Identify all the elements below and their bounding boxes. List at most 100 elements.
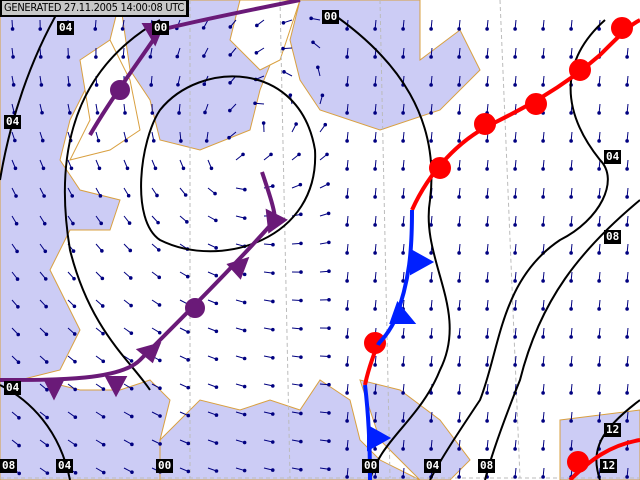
wind-arrow-head (541, 167, 545, 171)
wind-arrow-head (288, 93, 293, 97)
wind-arrow-head (569, 55, 573, 59)
wind-arrow-head (325, 152, 329, 157)
wind-arrow-head (373, 251, 377, 255)
warm-front (363, 17, 640, 480)
wind-arrow-head (123, 111, 127, 115)
wind-arrow-head (100, 304, 105, 308)
wind-arrow-head (541, 307, 545, 311)
wind-arrow-head (186, 413, 191, 418)
wind-arrow-head (541, 139, 545, 143)
wind-arrow-head (130, 414, 134, 419)
wind-arrow-head (299, 411, 303, 416)
wind-arrow-head (457, 195, 461, 199)
wind-arrow-head (457, 83, 461, 87)
wind-arrow-head (401, 447, 405, 451)
wind-arrow-head (158, 358, 162, 363)
wind-arrow-head (254, 51, 259, 55)
wind-arrow-head (299, 383, 303, 388)
wind-arrow-head (373, 27, 377, 31)
wind-arrow-head (45, 471, 50, 475)
wind-arrow-head (309, 16, 313, 21)
isobar-label: 00 (322, 10, 340, 24)
wind-arrow-head (128, 276, 133, 280)
wind-arrow-head (401, 363, 405, 367)
isobar-label: 08 (478, 459, 496, 473)
wind-arrow-head (597, 279, 601, 283)
wind-arrow-head (457, 167, 461, 171)
wind-arrow-head (373, 223, 377, 227)
wind-arrow-head (185, 220, 189, 224)
wind-arrow-head (129, 359, 134, 363)
wind-arrow-head (157, 303, 162, 307)
wind-arrow-head (14, 194, 18, 198)
wind-arrow-head (242, 412, 247, 417)
wind-arrow-head (625, 307, 629, 311)
wind-arrow-head (214, 301, 219, 306)
wind-arrow-head (158, 386, 162, 391)
wind-arrow-head (345, 391, 349, 395)
wind-arrow-head (597, 195, 601, 199)
wind-arrow-head (94, 83, 99, 87)
wind-arrow-head (299, 298, 303, 303)
wind-arrow-head (214, 246, 218, 250)
wind-arrow-head (270, 412, 275, 416)
wind-arrow-head (45, 387, 49, 392)
wind-arrow-head (185, 274, 190, 279)
wind-arrow-head (569, 363, 573, 367)
wind-arrow-head (401, 279, 405, 283)
wind-arrow-head (569, 335, 573, 339)
wind-arrow-head (373, 139, 377, 143)
wind-arrow-head (327, 326, 331, 330)
wind-arrow-head (299, 212, 303, 217)
wind-arrow-head (485, 391, 489, 395)
wind-arrow-head (485, 195, 489, 199)
wind-arrow-head (157, 330, 162, 335)
wind-arrow-head (597, 335, 601, 339)
mediterranean-sea (159, 379, 421, 480)
wind-arrow-head (429, 111, 433, 115)
wind-arrow-head (373, 55, 377, 59)
wind-arrow-head (541, 419, 545, 423)
wind-arrow-head (39, 83, 44, 87)
wind-arrow-head (15, 277, 20, 281)
isobar-label: 12 (604, 423, 622, 437)
wind-arrow-head (569, 27, 573, 31)
wind-arrow-head (70, 194, 75, 198)
wind-arrow-head (42, 194, 46, 198)
wind-arrow-head (214, 413, 219, 417)
wind-arrow-head (157, 275, 162, 280)
wind-arrow-head (625, 251, 629, 255)
wind-arrow-head (326, 182, 330, 186)
wind-arrow-head (297, 152, 301, 157)
wind-arrow-head (242, 272, 247, 277)
isobar-label: 04 (424, 459, 442, 473)
wind-arrow-head (513, 279, 517, 283)
wind-arrow-head (429, 363, 433, 367)
wind-arrow-head (73, 415, 78, 420)
wind-arrow-head (625, 55, 629, 59)
wind-arrow-head (44, 360, 49, 364)
wind-arrow-head (457, 363, 461, 367)
wind-arrow-head (11, 55, 15, 59)
isobar-label: 04 (4, 381, 22, 395)
wind-arrow-head (204, 139, 209, 143)
isobar-label: 04 (4, 115, 22, 129)
wind-arrow-head (179, 139, 183, 143)
wind-arrow-head (183, 193, 188, 197)
wind-arrow-head (299, 355, 303, 359)
wind-arrow-head (323, 122, 328, 127)
isobars (0, 7, 640, 480)
wind-arrow-head (373, 111, 377, 115)
wind-arrow-head (569, 391, 573, 395)
wind-arrow-head (625, 363, 629, 367)
wind-arrow-head (345, 475, 349, 479)
wind-arrow-head (156, 220, 160, 225)
wind-arrow-head (513, 167, 517, 171)
wind-arrow-head (16, 332, 21, 337)
wind-arrow-head (373, 279, 377, 283)
wind-arrow-head (457, 223, 461, 227)
wind-arrow-head (625, 475, 629, 479)
wind-arrow-head (327, 269, 331, 273)
